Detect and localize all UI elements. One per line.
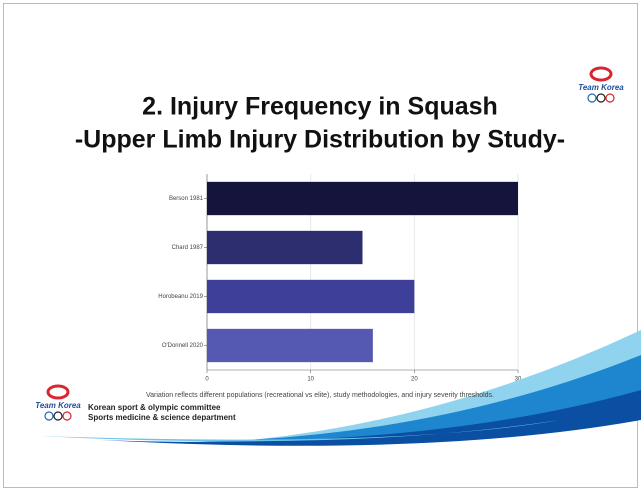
logo-text: Team Korea xyxy=(578,83,624,92)
bar xyxy=(207,329,373,362)
logo-text: Team Korea xyxy=(35,401,81,410)
chart-note: Variation reflects different populations… xyxy=(146,392,494,399)
slide: 0102030Berson 1981Chard 1987Horobeanu 20… xyxy=(0,0,641,491)
bar xyxy=(207,280,414,313)
y-tick-label: Berson 1981 xyxy=(169,196,204,202)
y-tick-label: Horobeanu 2019 xyxy=(158,294,203,300)
x-tick-label: 10 xyxy=(307,377,314,383)
x-tick-label: 20 xyxy=(411,377,418,383)
footer-line: Korean sport & olympic committee xyxy=(88,403,221,412)
bar xyxy=(207,231,363,264)
y-tick-label: O'Donnell 2020 xyxy=(162,343,204,349)
chart-subtitle: -Upper Limb Injury Distribution by Study… xyxy=(75,126,565,154)
bar xyxy=(207,182,518,215)
footer-line: Sports medicine & science department xyxy=(88,413,236,422)
chart-title: 2. Injury Frequency in Squash xyxy=(142,93,498,121)
y-tick-label: Chard 1987 xyxy=(172,245,204,251)
